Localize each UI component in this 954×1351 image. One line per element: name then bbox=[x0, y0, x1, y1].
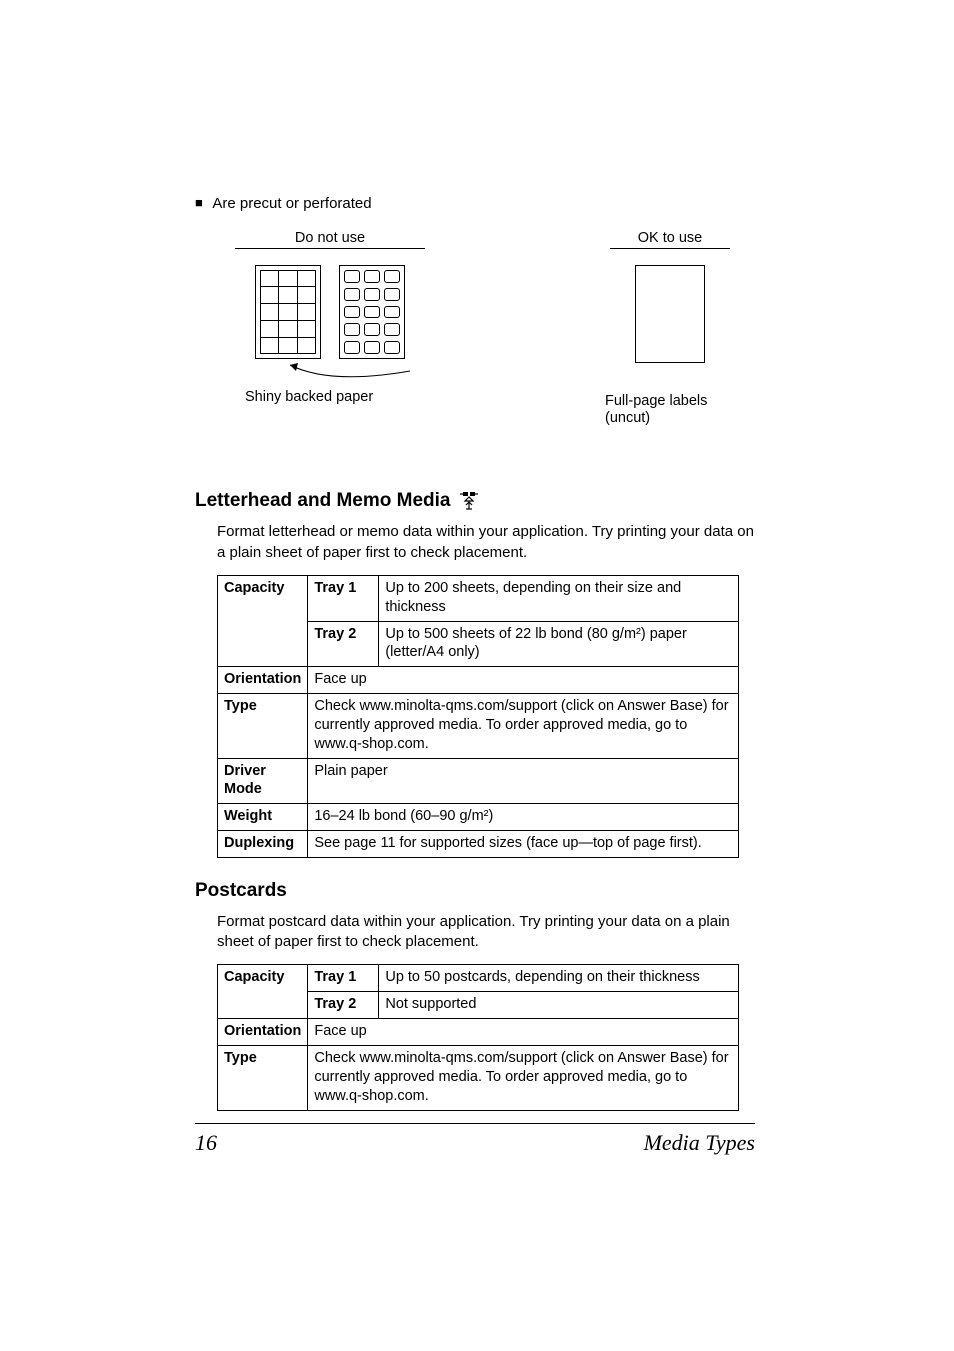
shiny-caption: Shiny backed paper bbox=[245, 389, 373, 405]
orientation-label: Orientation bbox=[218, 1019, 308, 1046]
postcards-intro: Format postcard data within your applica… bbox=[217, 912, 755, 953]
orientation-label: Orientation bbox=[218, 667, 308, 694]
precut-sheet-rounded-icon bbox=[339, 265, 405, 359]
bullet-text: Are precut or perforated bbox=[212, 195, 371, 212]
ok-to-use-header: OK to use bbox=[610, 230, 730, 249]
duplex-label: Duplexing bbox=[218, 831, 308, 858]
page-footer: 16 Media Types bbox=[195, 1123, 755, 1156]
table-row: Driver Mode Plain paper bbox=[218, 758, 739, 804]
tray1-text: Up to 200 sheets, depending on their siz… bbox=[379, 575, 739, 621]
table-row: Capacity Tray 1 Up to 200 sheets, depend… bbox=[218, 575, 739, 621]
memo-icon bbox=[459, 490, 481, 512]
precut-sheets-illustration bbox=[245, 257, 415, 359]
duplex-text: See page 11 for supported sizes (face up… bbox=[308, 831, 739, 858]
orientation-text: Face up bbox=[308, 1019, 739, 1046]
type-label: Type bbox=[218, 1046, 308, 1111]
driver-label: Driver Mode bbox=[218, 758, 308, 804]
table-row: Weight 16–24 lb bond (60–90 g/m²) bbox=[218, 804, 739, 831]
precut-sheet-grid-icon bbox=[255, 265, 321, 359]
letterhead-spec-table: Capacity Tray 1 Up to 200 sheets, depend… bbox=[217, 575, 739, 858]
shiny-back-arrow-icon bbox=[240, 363, 420, 385]
footer-title: Media Types bbox=[644, 1130, 755, 1156]
fullpage-sheet-icon bbox=[635, 265, 705, 363]
bullet-square-icon: ■ bbox=[195, 195, 209, 210]
type-label: Type bbox=[218, 694, 308, 759]
bullet-line: ■ Are precut or perforated bbox=[195, 195, 755, 212]
fullpage-sheet-illustration bbox=[635, 257, 705, 363]
do-not-use-header: Do not use bbox=[235, 230, 425, 249]
ok-to-use-column: OK to use Full-page labels (uncut) bbox=[605, 230, 735, 426]
fullpage-caption-l1: Full-page labels bbox=[605, 393, 707, 409]
letterhead-intro: Format letterhead or memo data within yo… bbox=[217, 522, 755, 563]
letterhead-heading: Letterhead and Memo Media bbox=[195, 490, 755, 512]
do-not-use-column: Do not use Shiny backed paper bbox=[235, 230, 425, 426]
fullpage-caption-l2: (uncut) bbox=[605, 410, 650, 426]
letterhead-heading-text: Letterhead and Memo Media bbox=[195, 490, 451, 512]
table-row: Orientation Face up bbox=[218, 1019, 739, 1046]
table-row: Capacity Tray 1 Up to 50 postcards, depe… bbox=[218, 965, 739, 992]
tray1-label: Tray 1 bbox=[308, 965, 379, 992]
driver-text: Plain paper bbox=[308, 758, 739, 804]
page-number: 16 bbox=[195, 1130, 217, 1156]
postcards-heading-text: Postcards bbox=[195, 880, 287, 902]
tray2-label: Tray 2 bbox=[308, 621, 379, 667]
tray2-text: Up to 500 sheets of 22 lb bond (80 g/m²)… bbox=[379, 621, 739, 667]
postcards-heading: Postcards bbox=[195, 880, 755, 902]
capacity-label: Capacity bbox=[218, 575, 308, 666]
label-diagram-row: Do not use Shiny backed paper OK to use bbox=[235, 230, 755, 426]
table-row: Type Check www.minolta-qms.com/support (… bbox=[218, 1046, 739, 1111]
tray2-label: Tray 2 bbox=[308, 992, 379, 1019]
table-row: Orientation Face up bbox=[218, 667, 739, 694]
table-row: Duplexing See page 11 for supported size… bbox=[218, 831, 739, 858]
fullpage-caption: Full-page labels (uncut) bbox=[605, 393, 735, 426]
capacity-label: Capacity bbox=[218, 965, 308, 1019]
weight-text: 16–24 lb bond (60–90 g/m²) bbox=[308, 804, 739, 831]
tray1-label: Tray 1 bbox=[308, 575, 379, 621]
orientation-text: Face up bbox=[308, 667, 739, 694]
table-row: Type Check www.minolta-qms.com/support (… bbox=[218, 694, 739, 759]
tray2-text: Not supported bbox=[379, 992, 739, 1019]
type-text: Check www.minolta-qms.com/support (click… bbox=[308, 694, 739, 759]
type-text: Check www.minolta-qms.com/support (click… bbox=[308, 1046, 739, 1111]
tray1-text: Up to 50 postcards, depending on their t… bbox=[379, 965, 739, 992]
postcards-spec-table: Capacity Tray 1 Up to 50 postcards, depe… bbox=[217, 964, 739, 1110]
weight-label: Weight bbox=[218, 804, 308, 831]
